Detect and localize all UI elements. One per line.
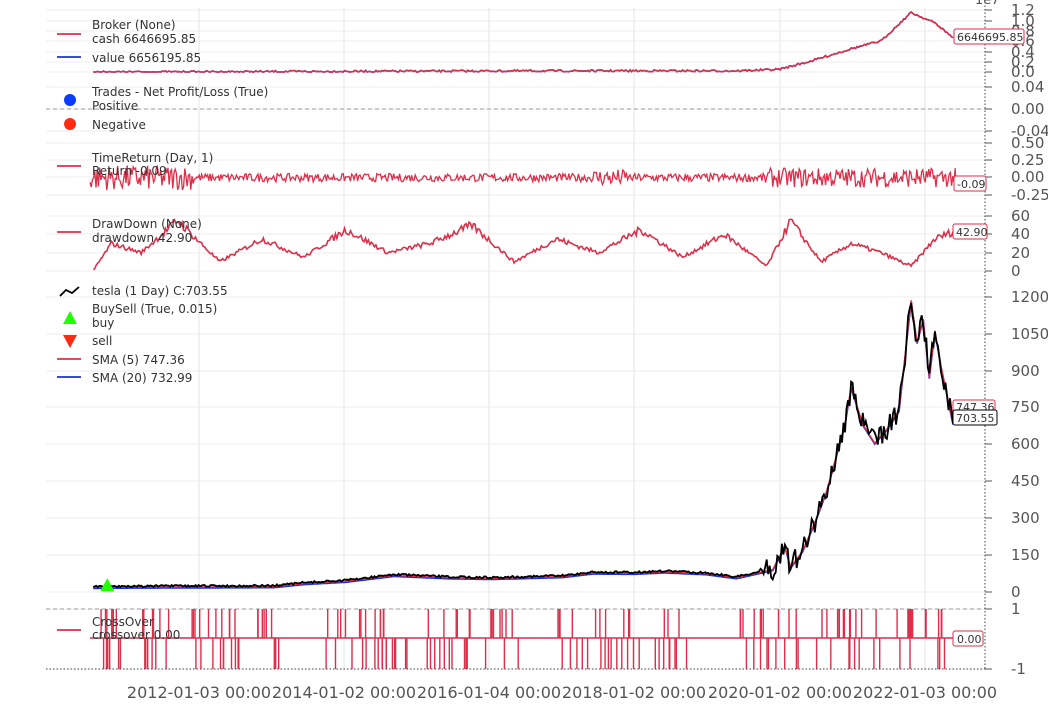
broker-offset-label: 1e7 [975, 0, 1000, 8]
timereturn-title: TimeReturn (Day, 1) [91, 151, 213, 165]
sell-legend-marker [63, 335, 77, 348]
positive-legend-marker [64, 94, 76, 106]
price-title: tesla (1 Day) C:703.55 [92, 284, 228, 298]
y-tick-label: -1 [1011, 660, 1026, 678]
cash-line [93, 10, 954, 74]
crossover-last-value: 0.00 [957, 633, 982, 646]
broker-last-value: 6646695.85 [957, 31, 1023, 44]
x-axis: 2012-01-03 00:00 2014-01-02 00:00 2016-0… [127, 683, 997, 702]
y-tick-label: 150 [1011, 546, 1040, 564]
x-tick-label: 2016-01-04 00:00 [417, 683, 561, 702]
y-tick-label: 0 [1011, 262, 1021, 280]
timereturn-legend: TimeReturn (Day, 1) Return -0.09 [57, 151, 213, 178]
positive-legend-label: Positive [92, 99, 138, 113]
x-tick-label: 2014-01-02 00:00 [272, 683, 416, 702]
y-tick-label: 0 [1011, 583, 1021, 601]
close-last-value: 703.55 [956, 412, 995, 425]
buy-legend-label: buy [92, 316, 114, 330]
y-tick-label: 60 [1011, 207, 1030, 225]
y-tick-label: 1200 [1011, 288, 1048, 306]
y-tick-label: 1 [1011, 600, 1021, 618]
drawdown-legend-label: drawdown 42.90 [92, 231, 192, 245]
price-legend-icon [59, 286, 80, 297]
sma20-line [93, 301, 954, 590]
last-value-tags: 6646695.85 -0.09 42.90 747.36 703.55 0.0… [952, 28, 1025, 647]
x-tick-label: 2022-01-03 00:00 [853, 683, 997, 702]
price-legend: tesla (1 Day) C:703.55 BuySell (True, 0.… [57, 284, 228, 385]
return-line [89, 164, 957, 191]
y-tick-label: 0.2 [1011, 53, 1035, 71]
value-legend-label: value 6656195.85 [92, 51, 201, 65]
y-tick-label: -0.25 [1011, 186, 1048, 204]
broker-legend: Broker (None) cash 6646695.85 value 6656… [57, 18, 201, 65]
y-tick-label: 40 [1011, 225, 1030, 243]
y-tick-label: 0.50 [1011, 134, 1044, 152]
negative-legend-label: Negative [92, 118, 146, 132]
y-tick-label: 1.0 [1011, 12, 1035, 30]
x-tick-label: 2018-01-02 00:00 [562, 683, 706, 702]
x-tick-label: 2012-01-03 00:00 [127, 683, 271, 702]
crossover-legend: CrossOver crossover 0.00 [57, 615, 180, 642]
drawdown-line [92, 218, 954, 271]
cash-legend-label: cash 6646695.85 [92, 32, 196, 46]
y-tick-label: 1050 [1011, 325, 1048, 343]
buysell-title: BuySell (True, 0.015) [92, 302, 217, 316]
y-tick-label: 300 [1011, 509, 1040, 527]
plot-lines [89, 10, 957, 669]
return-last-value: -0.09 [957, 178, 985, 191]
buy-legend-marker [63, 311, 77, 324]
y-tick-label: 0.00 [1011, 168, 1044, 186]
y-tick-label: 0.4 [1011, 43, 1035, 61]
x-tick-label: 2020-01-02 00:00 [708, 683, 852, 702]
trades-legend: Trades - Net Profit/Loss (True) Positive… [64, 85, 268, 132]
drawdown-title: DrawDown (None) [92, 217, 202, 231]
y-tick-label: 600 [1011, 435, 1040, 453]
sma5-legend-label: SMA (5) 747.36 [92, 353, 185, 367]
return-legend-label: Return -0.09 [92, 164, 167, 178]
y-tick-label: 450 [1011, 472, 1040, 490]
close-price-line [92, 302, 954, 589]
negative-legend-marker [64, 118, 76, 130]
y-tick-label: 20 [1011, 244, 1030, 262]
y-tick-label: 0.25 [1011, 151, 1044, 169]
sell-legend-label: sell [92, 334, 112, 348]
y-tick-label: 0.04 [1011, 78, 1044, 96]
broker-title: Broker (None) [92, 18, 176, 32]
crossover-legend-label: crossover 0.00 [92, 628, 180, 642]
y-tick-label: -0.04 [1011, 122, 1048, 140]
y-tick-label: 0.00 [1011, 100, 1044, 118]
trades-title: Trades - Net Profit/Loss (True) [91, 85, 268, 99]
buy-marker [100, 578, 115, 592]
y-tick-label: 1.2 [1011, 1, 1035, 19]
sma20-legend-label: SMA (20) 732.99 [92, 371, 192, 385]
y-tick-label: 0.0 [1011, 63, 1035, 81]
gridlines [46, 8, 985, 670]
y-tick-label: 900 [1011, 362, 1040, 380]
drawdown-legend: DrawDown (None) drawdown 42.90 [57, 217, 202, 245]
y-tick-label: 750 [1011, 398, 1040, 416]
drawdown-last-value: 42.90 [956, 226, 988, 239]
crossover-title: CrossOver [92, 615, 154, 629]
